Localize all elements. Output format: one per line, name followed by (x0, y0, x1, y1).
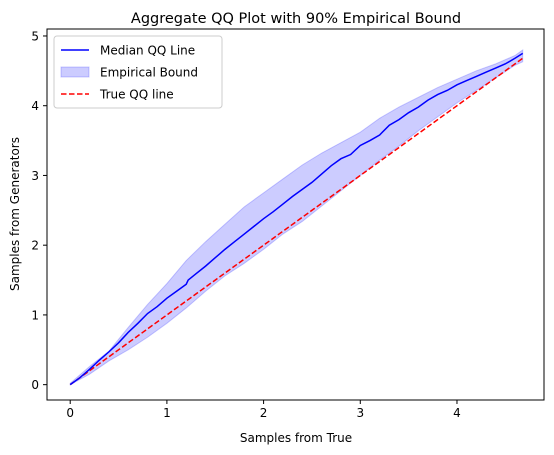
lines-layer (69, 52, 524, 386)
x-tick-label: 4 (453, 406, 461, 420)
y-tick-label: 1 (31, 308, 39, 322)
y-tick-label: 5 (31, 29, 39, 43)
x-axis: 0 1 2 3 4 (66, 400, 461, 420)
y-axis: 0 1 2 3 4 5 (31, 29, 47, 392)
legend-items: Median QQ Line Empirical Bound True QQ lin… (60, 44, 198, 102)
legend: Median QQ Line Empirical Bound True QQ lin… (53, 35, 223, 109)
legend-label: Empirical Bound (100, 66, 198, 80)
x-tick-label: 0 (66, 406, 74, 420)
x-tick-label: 1 (163, 406, 171, 420)
legend-label: True QQ line (99, 88, 174, 102)
true-qq-line (69, 57, 524, 386)
x-tick-label: 2 (260, 406, 268, 420)
y-tick-label: 2 (31, 239, 39, 253)
legend-swatch-band (60, 66, 90, 78)
empirical-bound-band (69, 48, 524, 386)
x-tick-label: 3 (356, 406, 364, 420)
plot-area (69, 48, 524, 386)
y-axis-label: Samples from Generators (8, 137, 22, 291)
bands-layer (69, 48, 524, 386)
chart-title: Aggregate QQ Plot with 90% Empirical Bou… (131, 11, 461, 27)
legend-label: Median QQ Line (100, 44, 195, 58)
y-tick-label: 4 (31, 99, 39, 113)
plot-frame (46, 28, 545, 401)
y-tick-label: 3 (31, 169, 39, 183)
median-qq-line (69, 52, 524, 386)
legend-box (53, 35, 223, 109)
x-axis-label: Samples from True (240, 431, 352, 445)
y-tick-label: 0 (31, 378, 39, 392)
